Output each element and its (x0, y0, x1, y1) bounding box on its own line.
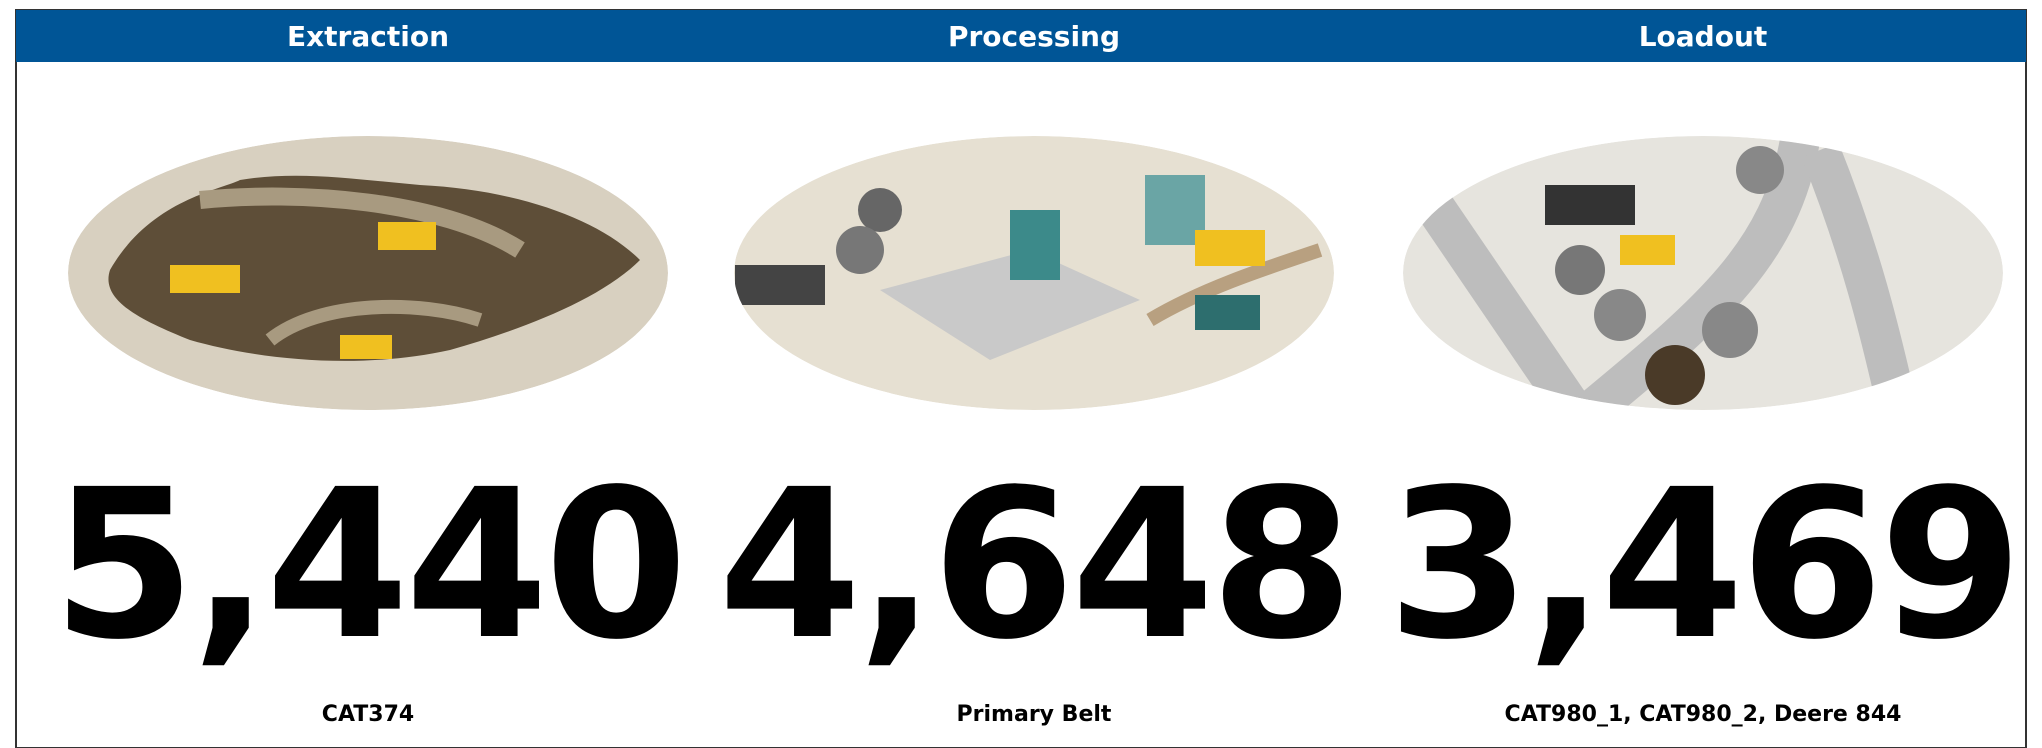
dashboard: Extraction 5,440 CAT374 Processing 4,648 Prim… (0, 0, 2042, 748)
panel-title: Loadout (1639, 20, 1768, 53)
processing-illustration (734, 136, 1334, 410)
equipment-label: CAT374 (322, 702, 414, 727)
kpi-value: 5,440 (52, 445, 684, 685)
panel-title: Processing (948, 20, 1120, 53)
extraction-illustration (68, 136, 668, 410)
equipment-label: Primary Belt (957, 702, 1112, 727)
kpi-value: 3,469 (1387, 445, 2019, 685)
kpi-value: 4,648 (718, 445, 1350, 685)
equipment-label: CAT980_1, CAT980_2, Deere 844 (1505, 702, 1902, 727)
panel-title: Extraction (287, 20, 449, 53)
